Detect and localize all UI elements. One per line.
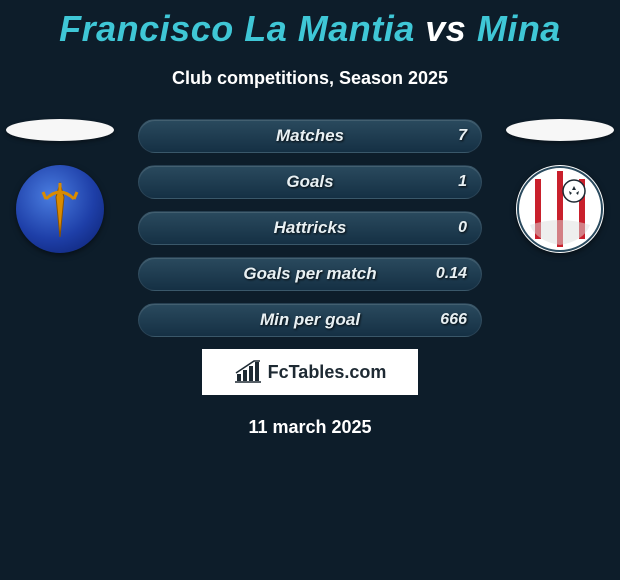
stat-row: Hattricks0 xyxy=(138,211,482,245)
title-vs: vs xyxy=(425,8,466,49)
bar-chart-icon xyxy=(234,360,262,384)
stat-label: Goals xyxy=(139,166,481,198)
stat-label: Hattricks xyxy=(139,212,481,244)
title-player-left: Francisco La Mantia xyxy=(59,8,415,49)
subtitle: Club competitions, Season 2025 xyxy=(0,68,620,89)
brand-box: FcTables.com xyxy=(202,349,418,395)
team-left-crest xyxy=(16,165,104,253)
stat-label: Matches xyxy=(139,120,481,152)
stat-row: Goals1 xyxy=(138,165,482,199)
stat-rows: Matches7Goals1Hattricks0Goals per match0… xyxy=(138,119,482,337)
stat-value-right: 1 xyxy=(458,166,467,198)
team-right-slot xyxy=(500,119,620,253)
date-text: 11 march 2025 xyxy=(0,417,620,438)
brand-text: FcTables.com xyxy=(268,362,387,383)
team-right-shadow-ellipse xyxy=(506,119,614,141)
stat-row: Goals per match0.14 xyxy=(138,257,482,291)
team-left-shadow-ellipse xyxy=(6,119,114,141)
stat-label: Goals per match xyxy=(139,258,481,290)
title-player-right: Mina xyxy=(477,8,561,49)
stat-value-right: 666 xyxy=(440,304,467,336)
team-left-slot xyxy=(0,119,120,253)
team-right-crest xyxy=(516,165,604,253)
page-title: Francisco La Mantia vs Mina xyxy=(0,0,620,50)
stat-row: Matches7 xyxy=(138,119,482,153)
stat-value-right: 7 xyxy=(458,120,467,152)
stat-value-right: 0 xyxy=(458,212,467,244)
comparison-stage: Matches7Goals1Hattricks0Goals per match0… xyxy=(0,119,620,438)
stat-row: Min per goal666 xyxy=(138,303,482,337)
stat-value-right: 0.14 xyxy=(436,258,467,290)
stat-label: Min per goal xyxy=(139,304,481,336)
